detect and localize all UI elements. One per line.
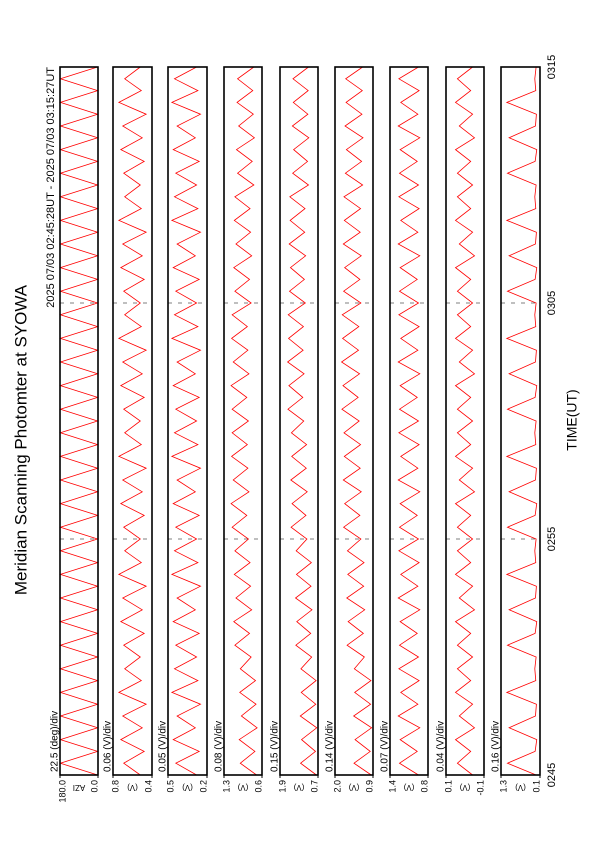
data-line <box>505 66 538 776</box>
panel-frame <box>112 66 153 776</box>
y-tick-label: 0.6 <box>253 780 263 793</box>
y-tick-label: 180.0 <box>57 780 67 803</box>
panel-frame <box>223 66 263 776</box>
y-tick-label: 0.9 <box>364 780 374 793</box>
data-line <box>117 66 148 776</box>
y-tick-label: 1.3 <box>221 780 231 793</box>
data-line <box>286 66 318 776</box>
y-tick-label: 2.0 <box>332 780 342 793</box>
panel-frame <box>279 66 319 776</box>
panel-frame <box>389 66 429 776</box>
data-line <box>59 66 99 776</box>
panel-frame <box>167 66 208 776</box>
y-tick-label: 1.4 <box>387 780 397 793</box>
panel-frame <box>500 66 541 776</box>
panel-frame <box>445 66 485 776</box>
y-tick-label: 0.7 <box>309 780 319 793</box>
y-axis-label: (V) <box>293 783 304 792</box>
y-tick-label: 0.1 <box>443 780 453 793</box>
y-axis-label: (V) <box>348 783 359 792</box>
x-tick-label: 0245 <box>546 763 558 787</box>
panel-frame <box>334 66 374 776</box>
y-axis-label: (V) <box>403 783 414 792</box>
scale-label: 0.14 (V)/div <box>325 721 336 772</box>
y-axis-label: (V) <box>127 783 138 792</box>
data-line <box>454 66 476 776</box>
data-line <box>170 66 202 776</box>
data-line <box>397 66 421 776</box>
scale-label: 22.5 (deg)/div <box>50 711 61 772</box>
chart-title: Meridian Scanning Photomter at SYOWA <box>11 284 30 595</box>
y-axis-label: (V) <box>515 783 526 792</box>
y-axis-label: (V) <box>459 783 470 792</box>
x-tick-label: 0305 <box>546 291 558 315</box>
scale-label: 0.04 (V)/div <box>436 721 447 772</box>
y-tick-label: 1.3 <box>498 780 508 793</box>
x-tick-label: 0255 <box>546 527 558 551</box>
y-axis-label: AZI <box>73 783 85 792</box>
y-tick-label: 0.5 <box>165 780 175 793</box>
x-axis-label: TIME(UT) <box>564 389 580 450</box>
scale-label: 0.15 (V)/div <box>270 721 281 772</box>
scale-label: 0.07 (V)/div <box>380 721 391 772</box>
scale-label: 0.06 (V)/div <box>103 721 114 772</box>
y-tick-label: 0.2 <box>198 780 208 793</box>
panel-frame <box>59 66 99 776</box>
y-tick-label: 1.9 <box>277 780 287 793</box>
scale-label: 0.08 (V)/div <box>214 721 225 772</box>
y-tick-label: 0.4 <box>143 780 153 793</box>
scale-label: 0.16 (V)/div <box>491 721 502 772</box>
y-tick-label: 0.8 <box>419 780 429 793</box>
data-line <box>340 66 373 776</box>
data-line <box>230 66 258 776</box>
y-tick-label: -0.1 <box>475 780 485 796</box>
scale-label: 0.05 (V)/div <box>158 721 169 772</box>
y-tick-label: 0.8 <box>110 780 120 793</box>
y-tick-label: 0.0 <box>89 780 99 793</box>
y-tick-label: 0.1 <box>531 780 541 793</box>
y-axis-label: (V) <box>237 783 248 792</box>
y-axis-label: (V) <box>182 783 193 792</box>
x-tick-label: 0315 <box>546 55 558 79</box>
rotated-chart: Meridian Scanning Photomter at SYOWA 202… <box>11 55 579 803</box>
chart-subtitle: 2025 07/03 02:45:28UT - 2025 07/03 03:15… <box>45 67 57 308</box>
